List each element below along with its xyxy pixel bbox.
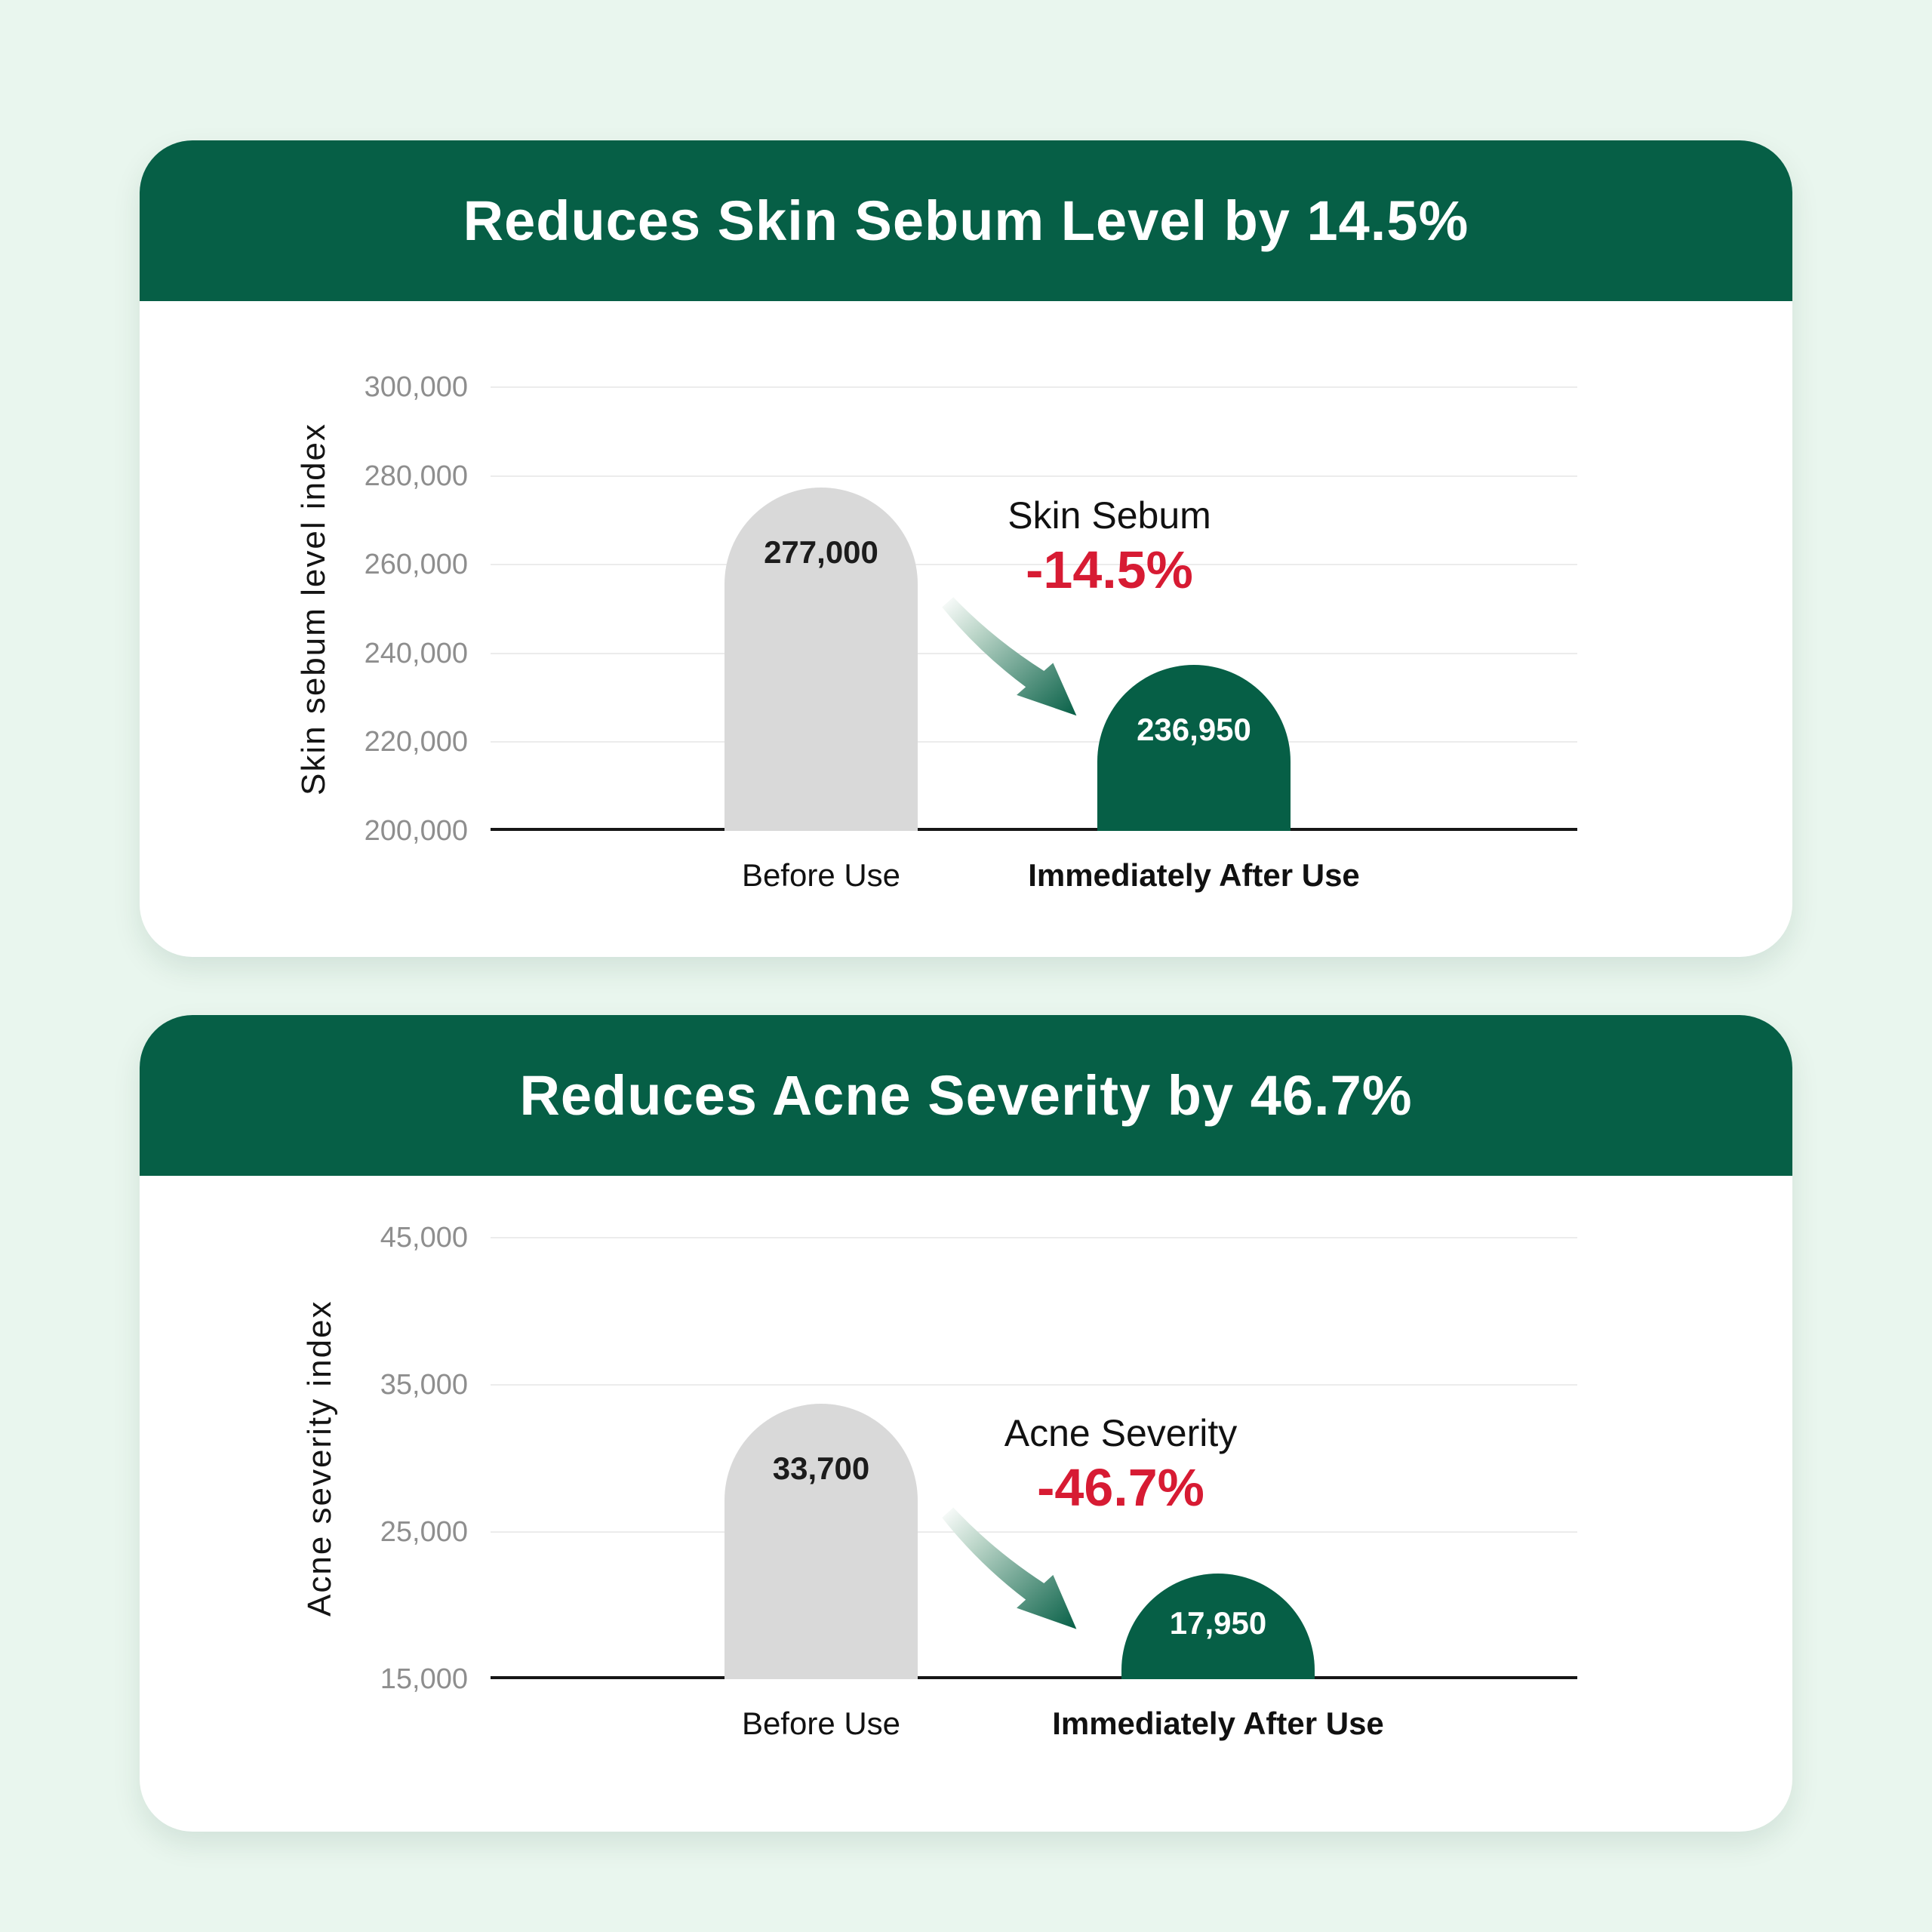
gridline xyxy=(491,1237,1577,1238)
gridline xyxy=(491,653,1577,654)
y-axis-title: Acne severity index xyxy=(301,1300,338,1617)
y-tick-label: 35,000 xyxy=(380,1369,468,1401)
annotation-delta: -14.5% xyxy=(1026,540,1193,599)
gridline xyxy=(491,1384,1577,1386)
decrease-arrow-icon xyxy=(936,592,1094,731)
x-label-after-use: Immediately After Use xyxy=(1028,857,1360,893)
x-label-before-use: Before Use xyxy=(741,857,901,893)
after-use-bar: 236,950 xyxy=(1097,665,1291,831)
before-use-value: 277,000 xyxy=(764,534,878,570)
sebum-chart-plot: 300,000 280,000 260,000 240,000 220,000 … xyxy=(140,140,1792,957)
x-label-before-use: Before Use xyxy=(741,1706,901,1741)
x-label-after-use: Immediately After Use xyxy=(1052,1706,1384,1741)
gridline xyxy=(491,741,1577,743)
gridline xyxy=(491,386,1577,388)
y-tick-label: 220,000 xyxy=(364,726,468,758)
after-use-bar: 17,950 xyxy=(1121,1574,1315,1679)
sebum-card-header: Reduces Skin Sebum Level by 14.5% xyxy=(140,140,1792,301)
before-use-bar: 277,000 xyxy=(724,488,918,831)
y-tick-label: 260,000 xyxy=(364,549,468,580)
after-use-value: 236,950 xyxy=(1137,712,1251,747)
y-tick-label: 300,000 xyxy=(364,371,468,403)
y-tick-label: 240,000 xyxy=(364,638,468,669)
delta-annotation: Acne Severity -46.7% xyxy=(894,1411,1347,1517)
delta-annotation: Skin Sebum -14.5% xyxy=(883,494,1336,599)
acne-chart-card: Reduces Acne Severity by 46.7% 45,000 35… xyxy=(140,1015,1792,1832)
gridline xyxy=(491,1531,1577,1533)
before-use-value: 33,700 xyxy=(772,1451,870,1486)
before-use-bar: 33,700 xyxy=(724,1404,918,1679)
acne-card-header: Reduces Acne Severity by 46.7% xyxy=(140,1015,1792,1176)
annotation-label: Acne Severity xyxy=(1004,1412,1238,1454)
x-axis-line xyxy=(491,1676,1577,1679)
y-tick-label: 200,000 xyxy=(364,815,468,847)
annotation-delta: -46.7% xyxy=(1037,1458,1204,1517)
after-use-value: 17,950 xyxy=(1169,1605,1267,1641)
acne-chart-plot: 45,000 35,000 25,000 15,000 Acne severit… xyxy=(140,1015,1792,1832)
y-tick-label: 280,000 xyxy=(364,460,468,492)
y-tick-label: 25,000 xyxy=(380,1516,468,1548)
annotation-label: Skin Sebum xyxy=(1008,494,1211,537)
decrease-arrow-icon xyxy=(936,1502,1094,1645)
sebum-chart-card: Reduces Skin Sebum Level by 14.5% 300,00… xyxy=(140,140,1792,957)
sebum-card-title: Reduces Skin Sebum Level by 14.5% xyxy=(463,189,1469,252)
y-tick-label: 45,000 xyxy=(380,1222,468,1254)
y-axis-title: Skin sebum level index xyxy=(295,423,332,796)
x-axis-line xyxy=(491,828,1577,831)
acne-card-title: Reduces Acne Severity by 46.7% xyxy=(519,1064,1413,1127)
y-tick-label: 15,000 xyxy=(380,1663,468,1695)
gridline xyxy=(491,564,1577,565)
gridline xyxy=(491,475,1577,477)
